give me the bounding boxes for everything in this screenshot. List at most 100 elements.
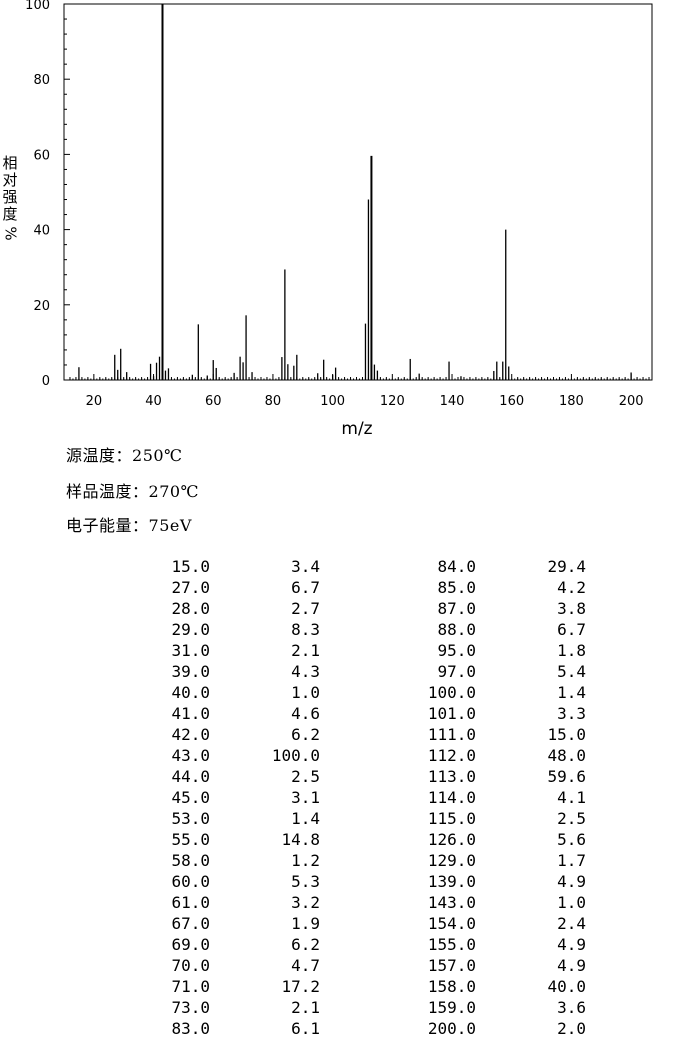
peak-row: 100.0 1.4 [400,682,586,703]
peak-abundance: 1.9 [291,914,320,933]
x-tick-label: 160 [499,394,524,409]
peak-mz: 31.0 [171,641,210,660]
peak-mz: 55.0 [171,830,210,849]
peak-row: 44.0 2.5 [150,766,320,787]
peak-abundance: 5.4 [557,662,586,681]
peak-row: 101.0 3.3 [400,703,586,724]
condition-value: 270℃ [148,482,199,501]
peak-mz: 43.0 [171,746,210,765]
peak-mz: 41.0 [171,704,210,723]
peak-abundance: 6.7 [291,578,320,597]
peak-mz: 29.0 [171,620,210,639]
peak-mz: 100.0 [427,683,476,702]
y-tick-label: 20 [33,299,50,314]
x-tick-label: 60 [205,394,222,409]
peak-mz: 112.0 [427,746,476,765]
peak-mz: 60.0 [171,872,210,891]
peak-mz: 158.0 [427,977,476,996]
x-axis-ticks: 20 40 60 80 100 120 140 160 180 200 [63,374,650,409]
peak-row: 67.0 1.9 [150,913,320,934]
peak-mz: 126.0 [427,830,476,849]
peak-row: 143.0 1.0 [400,892,586,913]
peak-row: 15.0 3.4 [150,556,320,577]
peak-row: 87.0 3.8 [400,598,586,619]
peak-row: 39.0 4.3 [150,661,320,682]
peak-row: 42.0 6.2 [150,724,320,745]
peak-abundance: 1.4 [291,809,320,828]
peak-mz: 200.0 [427,1019,476,1038]
peak-row: 97.0 5.4 [400,661,586,682]
peak-abundance: 40.0 [547,977,586,996]
peak-abundance: 1.8 [557,641,586,660]
spectrum-peaks [78,4,632,380]
peak-abundance: 1.4 [557,683,586,702]
peak-abundance: 3.2 [291,893,320,912]
peak-mz: 83.0 [171,1019,210,1038]
sample-temperature: 样品温度：270℃ [66,478,199,502]
peak-row: 29.0 8.3 [150,619,320,640]
peak-abundance: 100.0 [271,746,320,765]
peak-abundance: 4.3 [291,662,320,681]
peak-abundance: 15.0 [547,725,586,744]
peak-abundance: 6.2 [291,935,320,954]
peak-abundance: 4.1 [557,788,586,807]
peak-abundance: 6.2 [291,725,320,744]
peak-row: 43.0 100.0 [150,745,320,766]
peak-mz: 45.0 [171,788,210,807]
peak-row: 113.0 59.6 [400,766,586,787]
peak-row: 84.0 29.4 [400,556,586,577]
peak-row: 88.0 6.7 [400,619,586,640]
peak-row: 40.0 1.0 [150,682,320,703]
peak-mz: 71.0 [171,977,210,996]
peak-mz: 95.0 [437,641,476,660]
y-axis-label-percent: % [1,226,20,241]
peak-abundance: 3.6 [557,998,586,1017]
peak-row: 53.0 1.4 [150,808,320,829]
peak-mz: 155.0 [427,935,476,954]
y-tick-label: 80 [33,73,50,88]
x-tick-label: 80 [265,394,282,409]
x-tick-label: 140 [440,394,465,409]
peak-mz: 28.0 [171,599,210,618]
electron-energy: 电子能量：75eV [66,512,192,536]
peak-abundance: 2.0 [557,1019,586,1038]
condition-label: 源温度： [66,446,133,465]
peak-abundance: 4.2 [557,578,586,597]
peak-abundance: 4.9 [557,956,586,975]
x-axis-label: m/z [341,419,372,439]
y-tick-label: 0 [42,374,50,389]
peak-row: 55.0 14.8 [150,829,320,850]
peak-mz: 42.0 [171,725,210,744]
peak-row: 27.0 6.7 [150,577,320,598]
peak-mz: 15.0 [171,557,210,576]
peak-abundance: 2.5 [291,767,320,786]
peak-mz: 97.0 [437,662,476,681]
y-axis-label-char: 强 [2,188,18,206]
peak-mz: 114.0 [427,788,476,807]
y-tick-label: 100 [25,0,50,13]
y-axis-label: 相 对 强 度 % [0,155,20,242]
peak-mz: 67.0 [171,914,210,933]
peak-mz: 129.0 [427,851,476,870]
condition-value: 250℃ [132,446,183,465]
condition-value: 75eV [148,516,192,535]
peak-row: 28.0 2.7 [150,598,320,619]
x-tick-label: 40 [145,394,162,409]
peak-mz: 139.0 [427,872,476,891]
condition-label: 样品温度： [66,482,149,501]
peak-row: 95.0 1.8 [400,640,586,661]
peak-table-left: 15.0 3.4 27.0 6.7 28.0 2.7 29.0 8.3 31.0 2.1 39.0 4… [150,556,320,1039]
peak-row: 69.0 6.2 [150,934,320,955]
peak-abundance: 2.4 [557,914,586,933]
peak-mz: 85.0 [437,578,476,597]
peak-mz: 73.0 [171,998,210,1017]
peak-abundance: 2.1 [291,641,320,660]
peak-abundance: 4.6 [291,704,320,723]
peak-row: 158.0 40.0 [400,976,586,997]
peak-row: 111.0 15.0 [400,724,586,745]
peak-mz: 58.0 [171,851,210,870]
peak-abundance: 2.7 [291,599,320,618]
peak-mz: 84.0 [437,557,476,576]
peak-abundance: 29.4 [547,557,586,576]
peak-row: 200.0 2.0 [400,1018,586,1039]
